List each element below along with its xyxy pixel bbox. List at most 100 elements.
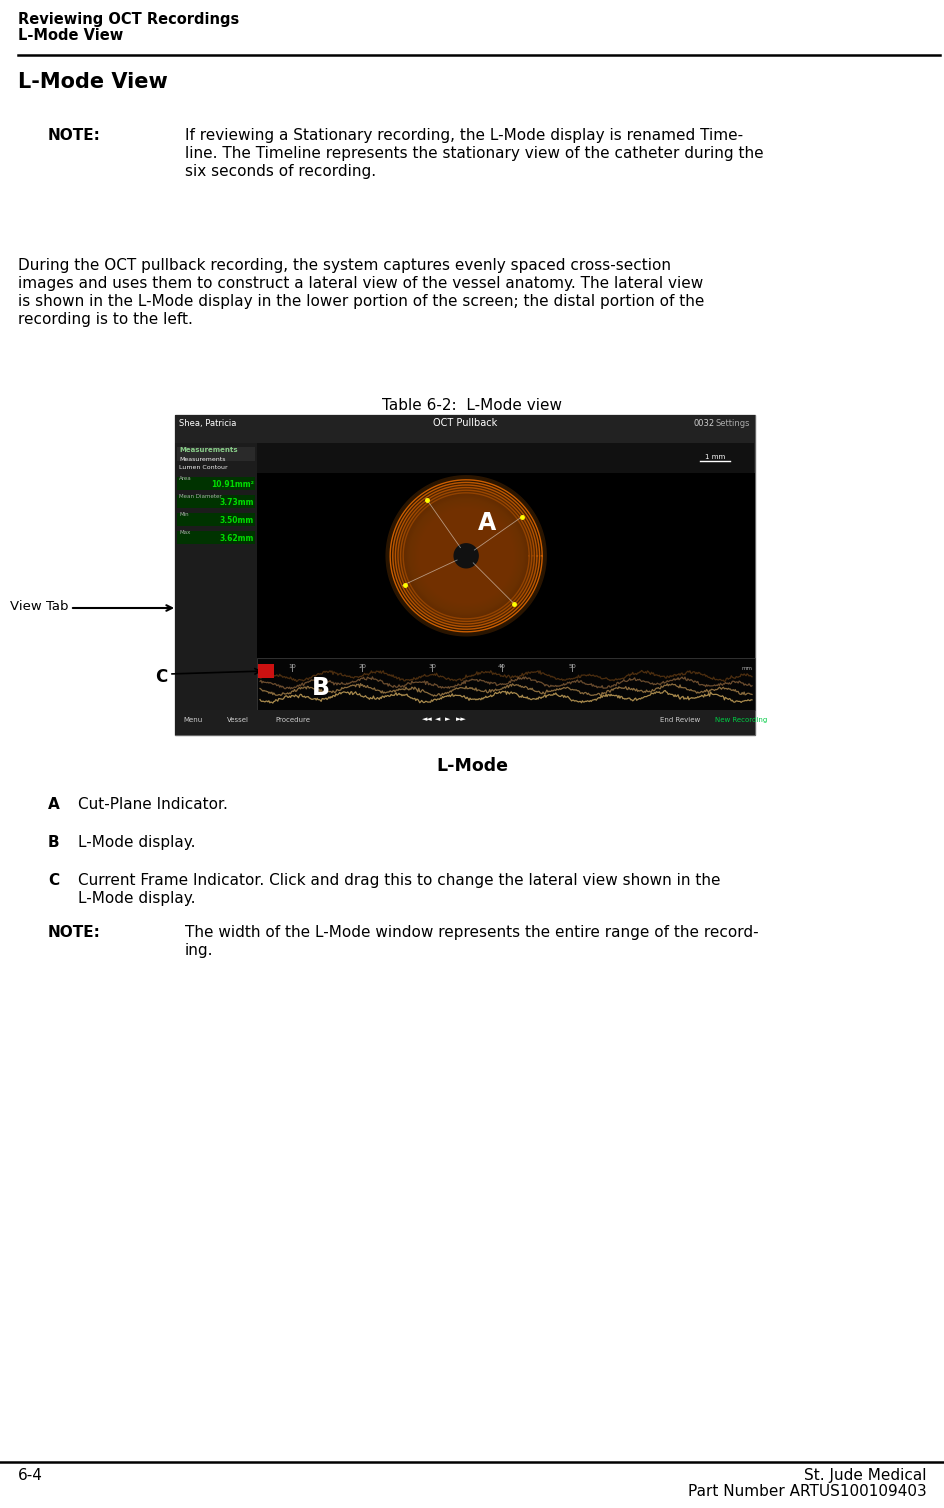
Text: If reviewing a Stationary recording, the L-Mode display is renamed Time-: If reviewing a Stationary recording, the… [185, 128, 742, 143]
Text: ►►: ►► [456, 716, 466, 722]
Text: Max: Max [178, 529, 190, 535]
Polygon shape [418, 508, 513, 603]
Text: ◄: ◄ [434, 716, 440, 722]
Text: 10: 10 [288, 664, 295, 670]
Bar [177, 477, 255, 490]
Polygon shape [422, 513, 509, 599]
Text: Procedure: Procedure [275, 716, 310, 722]
Text: Reviewing OCT Recordings: Reviewing OCT Recordings [18, 12, 239, 27]
Polygon shape [415, 505, 515, 606]
Text: images and uses them to construct a lateral view of the vessel anatomy. The late: images and uses them to construct a late… [18, 276, 702, 291]
Text: During the OCT pullback recording, the system captures evenly spaced cross-secti: During the OCT pullback recording, the s… [18, 258, 670, 273]
Text: The width of the L-Mode window represents the entire range of the record-: The width of the L-Mode window represent… [185, 924, 758, 939]
Text: 1 mm: 1 mm [704, 454, 724, 460]
Text: ing.: ing. [185, 942, 213, 958]
Text: End Review: End Review [659, 716, 700, 722]
Text: Area: Area [178, 477, 192, 481]
Text: L-Mode View: L-Mode View [18, 29, 123, 44]
Polygon shape [396, 486, 535, 626]
Polygon shape [414, 505, 517, 608]
Text: A: A [478, 511, 496, 535]
Text: NOTE:: NOTE: [48, 128, 101, 143]
Polygon shape [404, 493, 528, 618]
Polygon shape [420, 510, 512, 602]
Bar [177, 513, 255, 526]
Text: 50: 50 [567, 664, 575, 670]
Text: six seconds of recording.: six seconds of recording. [185, 164, 376, 179]
Bar [175, 710, 754, 734]
Text: B: B [312, 676, 329, 700]
Text: Menu: Menu [183, 716, 202, 722]
Text: Table 6-2:  L-Mode view: Table 6-2: L-Mode view [381, 398, 562, 413]
Text: 6-4: 6-4 [18, 1467, 42, 1482]
Bar [175, 415, 754, 443]
Text: 40: 40 [497, 664, 505, 670]
Text: C: C [155, 668, 167, 686]
Bar [257, 657, 754, 710]
Bar [177, 531, 255, 544]
Text: Measurements: Measurements [178, 446, 237, 452]
Polygon shape [386, 477, 546, 636]
Polygon shape [398, 489, 533, 623]
Bar [177, 495, 255, 508]
Text: Vessel: Vessel [227, 716, 248, 722]
Text: C: C [48, 873, 59, 888]
Bar [177, 446, 255, 461]
Text: L-Mode View: L-Mode View [18, 72, 168, 92]
Text: Mean Diameter: Mean Diameter [178, 495, 222, 499]
Text: recording is to the left.: recording is to the left. [18, 312, 193, 327]
Text: View Tab: View Tab [9, 600, 68, 612]
Text: A: A [48, 798, 59, 811]
Polygon shape [399, 490, 531, 621]
Text: 3.62mm: 3.62mm [219, 534, 254, 543]
Polygon shape [401, 492, 531, 620]
Polygon shape [411, 501, 521, 611]
Text: line. The Timeline represents the stationary view of the catheter during the: line. The Timeline represents the statio… [185, 146, 763, 161]
Bar [175, 443, 257, 710]
Text: 3.73mm: 3.73mm [219, 498, 254, 507]
Bar [257, 474, 754, 710]
Bar [175, 415, 754, 734]
Polygon shape [408, 498, 524, 614]
Polygon shape [395, 484, 537, 627]
Text: NOTE:: NOTE: [48, 924, 101, 939]
Polygon shape [421, 511, 511, 600]
Text: 20: 20 [358, 664, 365, 670]
Text: B: B [48, 835, 59, 851]
Polygon shape [454, 544, 478, 569]
Polygon shape [424, 514, 508, 597]
Text: Part Number ARTUS100109403: Part Number ARTUS100109403 [687, 1484, 926, 1499]
Text: ►: ► [445, 716, 450, 722]
Text: 0032: 0032 [693, 419, 715, 428]
Bar [258, 664, 274, 679]
Text: Shea, Patricia: Shea, Patricia [178, 419, 236, 428]
Text: 30: 30 [428, 664, 435, 670]
Text: mm: mm [260, 667, 271, 671]
Text: Current Frame Indicator. Click and drag this to change the lateral view shown in: Current Frame Indicator. Click and drag … [78, 873, 719, 888]
Text: ◄◄: ◄◄ [422, 716, 432, 722]
Text: L-Mode display.: L-Mode display. [78, 835, 195, 851]
Polygon shape [409, 499, 522, 612]
Text: is shown in the L-Mode display in the lower portion of the screen; the distal po: is shown in the L-Mode display in the lo… [18, 294, 703, 309]
Polygon shape [393, 483, 538, 629]
Text: OCT Pullback: OCT Pullback [432, 418, 497, 428]
Polygon shape [397, 487, 534, 624]
Text: Measurements: Measurements [178, 457, 226, 461]
Polygon shape [407, 496, 525, 615]
Text: 3.50mm: 3.50mm [220, 516, 254, 525]
Polygon shape [417, 507, 514, 605]
Text: Min: Min [178, 513, 189, 517]
Polygon shape [405, 495, 526, 617]
Text: St. Jude Medical: St. Jude Medical [803, 1467, 926, 1482]
Text: Cut-Plane Indicator.: Cut-Plane Indicator. [78, 798, 228, 811]
Text: Lumen Contour: Lumen Contour [178, 464, 228, 470]
Text: 10.91mm²: 10.91mm² [211, 480, 254, 489]
Text: Settings: Settings [715, 419, 750, 428]
Text: L-Mode: L-Mode [435, 757, 508, 775]
Text: L-Mode display.: L-Mode display. [78, 891, 195, 906]
Polygon shape [413, 504, 518, 608]
Polygon shape [392, 481, 540, 630]
Text: New Recording: New Recording [715, 716, 767, 722]
Polygon shape [402, 493, 529, 620]
Text: mm: mm [740, 667, 751, 671]
